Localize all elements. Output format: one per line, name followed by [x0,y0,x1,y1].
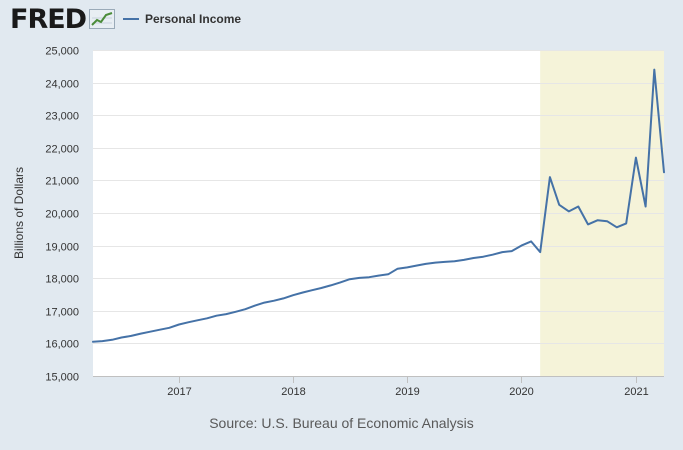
data-point [463,259,465,261]
y-axis-label: Billions of Dollars [12,167,26,259]
data-point [368,276,370,278]
data-point [511,250,513,252]
source-note: Source: U.S. Bureau of Economic Analysis [209,415,474,431]
y-tick-label: 18,000 [45,274,79,286]
data-point [263,302,265,304]
y-tick-label: 16,000 [45,339,79,351]
data-point [330,284,332,286]
data-point [130,335,132,337]
data-point [302,292,304,294]
y-tick-label: 20,000 [45,209,79,221]
data-point [282,297,284,299]
data-point [311,289,313,291]
data-point [140,333,142,335]
data-point [196,319,198,321]
data-point [387,273,389,275]
data-point [273,300,275,302]
data-point [653,69,655,71]
y-tick-label: 21,000 [45,176,79,188]
x-tick-label: 2019 [395,386,419,398]
data-point [549,176,551,178]
data-point [254,305,256,307]
data-point [520,245,522,247]
data-point [645,205,647,207]
legend-label: Personal Income [145,12,242,26]
y-tick-label: 24,000 [45,79,79,91]
legend-line-swatch [123,18,139,20]
data-point [397,268,399,270]
data-point [225,313,227,315]
y-tick-label: 19,000 [45,242,79,254]
data-point [625,222,627,224]
data-point [178,323,180,325]
y-tick-label: 23,000 [45,111,79,123]
data-point [616,226,618,228]
y-tick-label: 22,000 [45,144,79,156]
data-point [663,171,665,173]
x-tick-label: 2018 [281,386,305,398]
data-point [434,262,436,264]
series-line [92,68,665,343]
data-point [406,266,408,268]
data-point [292,294,294,296]
data-point [587,223,589,225]
data-point [320,287,322,289]
data-point [473,257,475,259]
data-point [530,240,532,242]
data-point [101,340,103,342]
data-point [168,327,170,329]
data-point [492,254,494,256]
x-tick-label: 2020 [509,386,533,398]
data-point [482,256,484,258]
data-point [501,251,503,253]
data-point [120,337,122,339]
y-tick-label: 17,000 [45,307,79,319]
y-tick-label: 15,000 [45,372,79,384]
data-point [444,261,446,263]
data-point [349,278,351,280]
data-point [539,251,541,253]
data-point [339,281,341,283]
fred-logo[interactable]: FRED [10,4,87,35]
data-point [235,311,237,313]
data-point [358,277,360,279]
data-point [568,210,570,212]
data-point [416,264,418,266]
data-point [635,157,637,159]
line-chart[interactable]: 15,000 16,000 17,000 18,000 19,000 20,000 21,0… [0,40,683,415]
data-point [92,341,94,343]
x-tick-label: 2021 [624,386,648,398]
data-point [577,205,579,207]
data-point [606,220,608,222]
fred-chart-icon [89,9,115,29]
data-point [188,321,190,323]
data-point [378,275,380,277]
data-point [453,260,455,262]
data-point [558,204,560,206]
data-point [216,315,218,317]
x-tick-label: 2017 [167,386,191,398]
data-point [425,263,427,265]
data-point [244,308,246,310]
y-tick-label: 25,000 [45,46,79,58]
data-point [111,339,113,341]
data-point [159,329,161,331]
chart-legend[interactable]: Personal Income [123,11,241,27]
data-point [597,219,599,221]
data-point [149,331,151,333]
chart-header: FRED Personal Income [0,0,683,40]
data-point [206,317,208,319]
